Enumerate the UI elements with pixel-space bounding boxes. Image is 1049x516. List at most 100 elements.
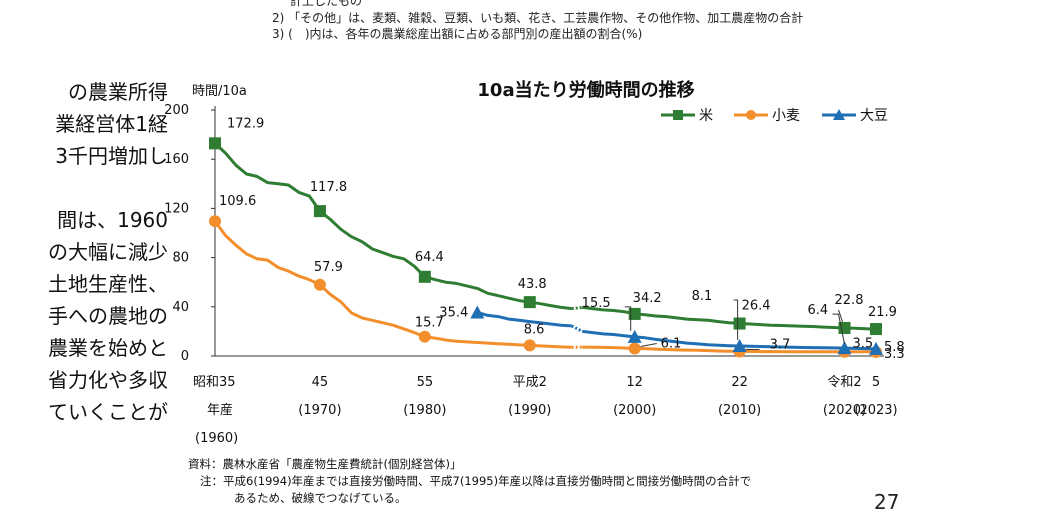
legend-label-1: 小麦 bbox=[772, 108, 800, 124]
left-text-line: の農業所得 bbox=[68, 80, 168, 104]
leader-line bbox=[838, 309, 843, 323]
data-label: 57.9 bbox=[314, 260, 343, 275]
left-text-line: の大幅に減少 bbox=[48, 240, 168, 264]
wheat-marker bbox=[313, 278, 326, 291]
left-text-line: 業経営体1経 bbox=[55, 112, 168, 136]
left-text-line: ていくことが bbox=[48, 400, 168, 424]
data-label: 64.4 bbox=[415, 250, 444, 265]
y-tick-label: 200 bbox=[164, 103, 189, 118]
y-tick-label: 40 bbox=[172, 300, 189, 315]
footnote-line-1: 注：平成6(1994)年産までは直接労働時間、平成7(1995)年産以降は直接労… bbox=[200, 474, 752, 488]
data-label: 3.5 bbox=[853, 337, 874, 352]
series-line-0 bbox=[213, 142, 572, 311]
leader-line bbox=[640, 343, 657, 347]
data-label: 172.9 bbox=[227, 116, 264, 131]
rice-marker bbox=[418, 270, 431, 283]
footnote-line-2: あるため、破線でつなげている。 bbox=[234, 491, 407, 505]
x-tick-label: (2010) bbox=[718, 403, 761, 418]
rice-marker bbox=[733, 317, 746, 330]
series-break-2 bbox=[571, 324, 583, 333]
wheat-marker bbox=[523, 339, 536, 352]
leader-line bbox=[624, 306, 632, 331]
left-text-line: 3千円増加し bbox=[55, 144, 168, 168]
data-label: 8.6 bbox=[524, 322, 545, 337]
soybean-marker bbox=[627, 329, 642, 343]
rice-marker bbox=[523, 296, 536, 309]
leader-line bbox=[832, 313, 846, 345]
x-tick-label: (2023) bbox=[854, 403, 897, 418]
data-label: 117.8 bbox=[310, 180, 347, 195]
rice-marker bbox=[870, 323, 882, 336]
x-tick-label: 22 bbox=[731, 375, 748, 390]
y-tick-label: 80 bbox=[172, 251, 189, 266]
left-text-line: 農業を始めと bbox=[48, 336, 168, 360]
rice-marker bbox=[313, 205, 326, 218]
x-tick-label: 令和2 bbox=[827, 375, 861, 390]
data-label: 15.5 bbox=[582, 296, 611, 311]
left-text-line: 土地生産性、 bbox=[48, 272, 168, 296]
data-label: 26.4 bbox=[742, 299, 771, 314]
x-tick-label: (1970) bbox=[298, 403, 341, 418]
x-tick-label: 45 bbox=[312, 375, 329, 390]
soybean-marker bbox=[470, 305, 485, 319]
y-tick-label: 0 bbox=[181, 349, 189, 364]
y-tick-label: 160 bbox=[164, 152, 189, 167]
series-break-0 bbox=[571, 305, 583, 311]
series-line-2 bbox=[582, 329, 877, 351]
left-body-text: の農業所得 業経営体1経 3千円増加し 間は、1960 の大幅に減少 土地生産性… bbox=[0, 76, 168, 428]
data-label: 3.3 bbox=[884, 347, 905, 362]
soybean-marker bbox=[869, 341, 883, 355]
soybean-marker bbox=[732, 339, 747, 353]
legend-label-2: 大豆 bbox=[860, 108, 888, 124]
wheat-marker bbox=[418, 330, 431, 343]
left-text-line: 省力化や多収 bbox=[48, 368, 168, 392]
soybean-marker bbox=[837, 341, 852, 355]
series-line-2 bbox=[476, 311, 572, 328]
wheat-marker bbox=[209, 215, 221, 228]
y-axis-unit: 時間/10a bbox=[192, 84, 247, 99]
data-label: 15.7 bbox=[415, 316, 444, 331]
left-text-line: 間は、1960 bbox=[57, 208, 168, 232]
wheat-marker bbox=[628, 342, 641, 355]
top-note-1: 2) 「その他」は、麦類、雑穀、豆類、いも類、花き、工芸農作物、その他作物、加工… bbox=[272, 11, 804, 25]
x-tick-label: (1960) bbox=[195, 431, 238, 446]
legend-marker-rice bbox=[673, 110, 683, 120]
data-label: 35.4 bbox=[439, 305, 468, 320]
x-tick-label: (2020) bbox=[823, 403, 866, 418]
data-label: 3.7 bbox=[770, 337, 791, 352]
data-label: 8.1 bbox=[692, 289, 713, 304]
x-tick-label: 年産 bbox=[207, 402, 233, 418]
x-tick-label: 昭和35 bbox=[193, 375, 236, 390]
x-tick-label: 55 bbox=[417, 375, 434, 390]
left-text-line: 手への農地の bbox=[48, 304, 168, 328]
x-tick-label: (1980) bbox=[403, 403, 446, 418]
data-label: 43.8 bbox=[518, 277, 547, 292]
data-label: 34.2 bbox=[633, 291, 662, 306]
leader-line bbox=[733, 299, 739, 341]
x-tick-label: (2000) bbox=[613, 403, 656, 418]
data-label: 5.8 bbox=[884, 340, 905, 355]
source-note: 資料：農林水産省「農産物生産費統計(個別経営体)」 bbox=[188, 457, 462, 471]
data-label: 22.8 bbox=[835, 293, 864, 308]
rice-marker bbox=[209, 137, 221, 150]
data-label: 21.9 bbox=[868, 305, 897, 320]
top-note-0: 計上したもの bbox=[290, 0, 363, 8]
legend-label-0: 米 bbox=[699, 108, 713, 124]
data-label: 109.6 bbox=[219, 194, 256, 209]
x-tick-label: (1990) bbox=[508, 403, 551, 418]
data-label: 6.1 bbox=[661, 336, 682, 351]
data-label: 6.4 bbox=[808, 303, 829, 318]
legend-marker-wheat bbox=[746, 110, 756, 120]
x-tick-label: 5 bbox=[872, 375, 880, 390]
top-note-2: 3) ( )内は、各年の農業総産出額に占める部門別の産出額の割合(%) bbox=[272, 27, 643, 41]
page-number: 27 bbox=[874, 490, 900, 514]
chart-title: 10a当たり労働時間の推移 bbox=[477, 80, 695, 101]
legend-marker-soybean bbox=[833, 109, 845, 120]
rice-marker bbox=[628, 307, 641, 320]
y-tick-label: 120 bbox=[164, 201, 189, 216]
series-line-0 bbox=[582, 305, 877, 331]
series-line-1 bbox=[213, 220, 572, 349]
x-tick-label: 平成2 bbox=[513, 375, 547, 390]
x-tick-label: 12 bbox=[626, 375, 643, 390]
